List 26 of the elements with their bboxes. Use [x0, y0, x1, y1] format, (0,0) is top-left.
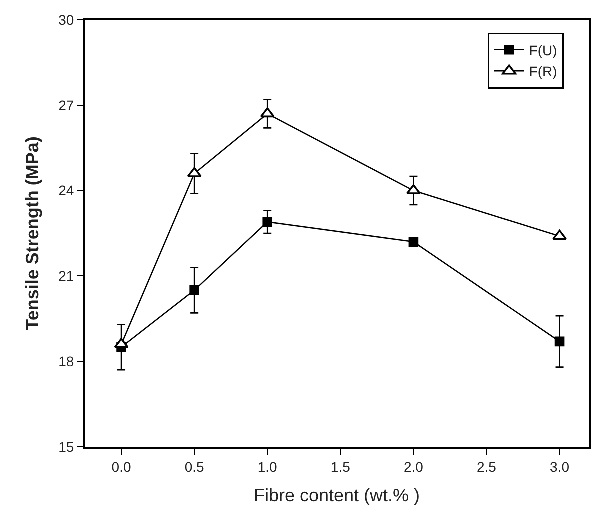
point [187, 167, 202, 178]
x-tick-label: 0.0 [112, 458, 132, 475]
y-tick-label: 27 [58, 97, 74, 114]
point [552, 230, 568, 240]
point [406, 184, 421, 194]
y-tick-label: 30 [58, 12, 74, 28]
y-tick-label: 21 [58, 268, 74, 284]
y-tick-label: 18 [58, 354, 74, 370]
x-tick-label: 3.0 [550, 458, 570, 475]
point [260, 108, 275, 118]
x-tick-label: 1.5 [330, 458, 351, 475]
legend-label: F(R) [529, 64, 558, 80]
point [408, 237, 419, 247]
x-axis-title: Fibre content (wt.% ) [254, 485, 420, 506]
y-tick-label: 15 [58, 438, 74, 455]
point [190, 286, 200, 296]
y-tick-label: 24 [58, 182, 74, 199]
x-tick-label: 2.5 [477, 458, 497, 475]
x-tick-label: 0.5 [184, 458, 205, 475]
point [554, 336, 565, 347]
point [262, 217, 273, 228]
x-tick-label: 1.0 [258, 458, 278, 475]
point [114, 338, 129, 348]
legend-label: F(U) [529, 42, 558, 58]
y-axis-title: Tensile Strength (MPa) [22, 136, 42, 330]
x-tick-label: 2.0 [404, 458, 424, 475]
